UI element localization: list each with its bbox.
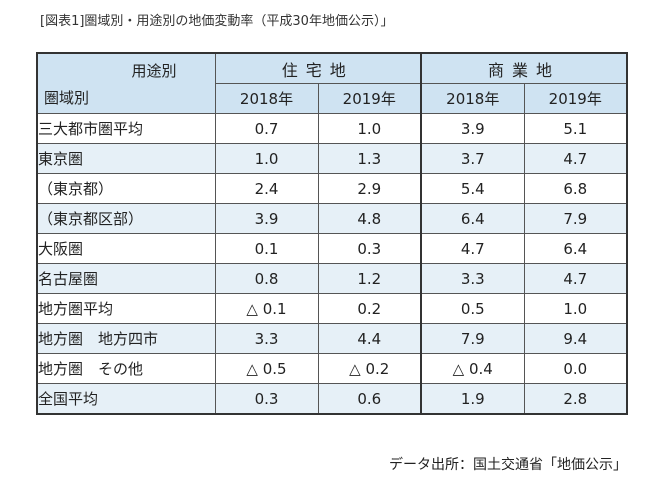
row-label: 大阪圏 [36, 233, 216, 264]
table-cell: 0.3 [214, 383, 319, 415]
table-cell: 0.2 [317, 293, 422, 324]
header-commercial: 商業地 [420, 52, 628, 84]
table-cell: 1.9 [420, 383, 525, 415]
table-cell: 4.4 [317, 323, 422, 354]
header-year: 2018年 [420, 83, 525, 114]
table-row: 地方圏平均 △ 0.1 0.2 0.5 1.0 [36, 293, 628, 324]
table-cell: △ 0.5 [214, 353, 319, 384]
row-label: 名古屋圏 [36, 263, 216, 294]
table-cell: 7.9 [523, 203, 628, 234]
table-cell: 3.3 [214, 323, 319, 354]
table-cell: 0.7 [214, 113, 319, 144]
table-cell: 1.0 [523, 293, 628, 324]
table-row: （東京都） 2.4 2.9 5.4 6.8 [36, 173, 628, 204]
table-cell: 4.7 [420, 233, 525, 264]
table-cell: 1.2 [317, 263, 422, 294]
header-region-label: 圏域別 [44, 89, 90, 107]
table-cell: 4.7 [523, 143, 628, 174]
table-cell: 0.3 [317, 233, 422, 264]
table-cell: 6.4 [420, 203, 525, 234]
table-cell: 1.0 [317, 113, 422, 144]
row-label: 地方圏 その他 [36, 353, 216, 384]
row-label: 三大都市圏平均 [36, 113, 216, 144]
table-cell: 3.9 [214, 203, 319, 234]
header-residential: 住宅地 [214, 52, 422, 84]
row-label: 全国平均 [36, 383, 216, 415]
table-cell: 5.1 [523, 113, 628, 144]
table-cell: △ 0.1 [214, 293, 319, 324]
table-cell: 0.1 [214, 233, 319, 264]
row-label: 地方圏 地方四市 [36, 323, 216, 354]
table-cell: 2.9 [317, 173, 422, 204]
table-cell: 4.7 [523, 263, 628, 294]
table-cell: 0.0 [523, 353, 628, 384]
table-row: （東京都区部） 3.9 4.8 6.4 7.9 [36, 203, 628, 234]
table-row: 全国平均 0.3 0.6 1.9 2.8 [36, 383, 628, 415]
table-row: 名古屋圏 0.8 1.2 3.3 4.7 [36, 263, 628, 294]
header-year: 2019年 [317, 83, 422, 114]
row-label: （東京都） [36, 173, 216, 204]
table-row: 三大都市圏平均 0.7 1.0 3.9 5.1 [36, 113, 628, 144]
table-cell: 4.8 [317, 203, 422, 234]
figure-caption: [図表1]圏域別・用途別の地価変動率（平成30年地価公示）」 [40, 14, 394, 29]
table-cell: 7.9 [420, 323, 525, 354]
table-cell: 3.7 [420, 143, 525, 174]
table-cell: △ 0.4 [420, 353, 525, 384]
header-year: 2019年 [523, 83, 628, 114]
table-cell: 9.4 [523, 323, 628, 354]
header-usage-label: 用途別 [131, 62, 177, 80]
land-price-change-table: 用途別 圏域別 住宅地 商業地 2018年 2019年 2018年 2019年 … [36, 52, 628, 415]
row-label: 東京圏 [36, 143, 216, 174]
table-cell: 0.6 [317, 383, 422, 415]
data-source-note: データ出所：国土交通省「地価公示」 [389, 457, 627, 473]
table-cell: 1.0 [214, 143, 319, 174]
table-cell: 2.4 [214, 173, 319, 204]
header-corner-cell: 用途別 圏域別 [36, 52, 216, 114]
table-cell: △ 0.2 [317, 353, 422, 384]
table-row: 東京圏 1.0 1.3 3.7 4.7 [36, 143, 628, 174]
row-label: （東京都区部） [36, 203, 216, 234]
table-row: 大阪圏 0.1 0.3 4.7 6.4 [36, 233, 628, 264]
table-cell: 2.8 [523, 383, 628, 415]
header-year: 2018年 [214, 83, 319, 114]
row-label: 地方圏平均 [36, 293, 216, 324]
table-cell: 6.4 [523, 233, 628, 264]
table-row: 地方圏 その他 △ 0.5 △ 0.2 △ 0.4 0.0 [36, 353, 628, 384]
table-cell: 0.5 [420, 293, 525, 324]
table-cell: 3.9 [420, 113, 525, 144]
table-row: 地方圏 地方四市 3.3 4.4 7.9 9.4 [36, 323, 628, 354]
table-cell: 0.8 [214, 263, 319, 294]
table-cell: 1.3 [317, 143, 422, 174]
table-cell: 3.3 [420, 263, 525, 294]
table-cell: 6.8 [523, 173, 628, 204]
table-cell: 5.4 [420, 173, 525, 204]
